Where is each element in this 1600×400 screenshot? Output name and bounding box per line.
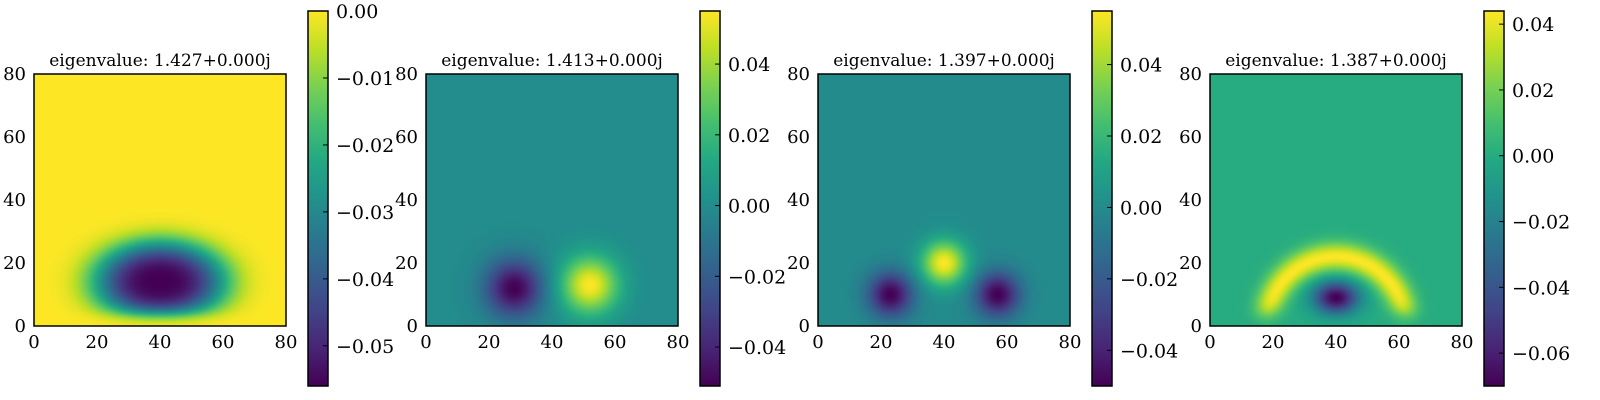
axes-frame — [425, 73, 679, 327]
colorbar-tick-label: 0.00 — [1120, 197, 1162, 219]
colorbar-tick-label: 0.00 — [1512, 146, 1554, 168]
colorbar-tick-label: 0.04 — [728, 54, 770, 76]
y-tick-label: 60 — [3, 127, 26, 148]
colorbar-tick-label: −0.02 — [336, 135, 394, 157]
axes-frame — [817, 73, 1071, 327]
colorbar-tick-label: −0.04 — [728, 337, 786, 359]
y-tick-label: 80 — [1179, 64, 1202, 85]
panel-3: eigenvalue: 1.397+0.000j 0 20 40 60 80 0 20 40 60… — [787, 10, 1178, 387]
x-tick-label: 0 — [420, 332, 431, 353]
colorbar — [1092, 11, 1112, 386]
colorbar — [700, 11, 720, 386]
y-tick-label: 80 — [787, 64, 810, 85]
y-tick-label: 40 — [395, 190, 418, 211]
colorbar-tick-label: 0.02 — [1120, 126, 1162, 148]
colorbar-frame — [307, 10, 329, 387]
y-tick-label: 60 — [787, 127, 810, 148]
y-tick-label: 0 — [407, 316, 418, 337]
colorbar-tick-label: −0.02 — [1512, 212, 1570, 234]
x-tick-label: 40 — [541, 332, 564, 353]
colorbar-tick-label: 0.00 — [336, 1, 378, 23]
panel-title: eigenvalue: 1.413+0.000j — [441, 51, 663, 71]
y-tick-label: 80 — [3, 64, 26, 85]
colorbar-tick-label: −0.02 — [1120, 269, 1178, 291]
panel-title: eigenvalue: 1.387+0.000j — [1225, 51, 1447, 71]
colorbar-frame — [699, 10, 721, 387]
colorbar-tick-label: −0.04 — [1512, 277, 1570, 299]
y-tick-label: 20 — [787, 253, 810, 274]
heatmap-image — [34, 74, 286, 326]
colorbar-tick-label: 0.02 — [1512, 80, 1554, 102]
colorbar-tick-label: −0.04 — [336, 269, 394, 291]
panel-title: eigenvalue: 1.427+0.000j — [49, 51, 271, 71]
y-tick-label: 0 — [1191, 316, 1202, 337]
y-tick-label: 40 — [787, 190, 810, 211]
x-tick-label: 0 — [812, 332, 823, 353]
colorbar-tick-label: 0.04 — [1120, 55, 1162, 77]
axes-frame — [1209, 73, 1463, 327]
y-tick-label: 20 — [3, 253, 26, 274]
x-tick-label: 60 — [604, 332, 627, 353]
panel-4: eigenvalue: 1.387+0.000j 0 20 40 60 80 0 20 40 60… — [1179, 10, 1570, 387]
x-tick-label: 20 — [478, 332, 501, 353]
colorbar-tick-label: −0.03 — [336, 202, 394, 224]
x-tick-label: 80 — [275, 332, 298, 353]
x-tick-label: 20 — [1262, 332, 1285, 353]
colorbar — [308, 11, 328, 386]
x-tick-label: 0 — [28, 332, 39, 353]
x-tick-label: 60 — [996, 332, 1019, 353]
y-tick-label: 80 — [395, 64, 418, 85]
x-tick-label: 60 — [1388, 332, 1411, 353]
heatmap-image — [1210, 74, 1462, 326]
x-tick-label: 20 — [870, 332, 893, 353]
colorbar-tick-label: −0.01 — [336, 68, 394, 90]
colorbar-tick-label: 0.00 — [728, 196, 770, 218]
x-tick-label: 0 — [1204, 332, 1215, 353]
y-tick-label: 60 — [395, 127, 418, 148]
axes-frame — [33, 73, 287, 327]
colorbar-tick-label: −0.04 — [1120, 340, 1178, 362]
heatmap-image — [426, 74, 678, 326]
panel-1: eigenvalue: 1.427+0.000j 0 20 40 60 80 0 20 40 60… — [3, 1, 394, 387]
y-tick-label: 60 — [1179, 127, 1202, 148]
colorbar-tick-label: −0.02 — [728, 266, 786, 288]
y-tick-label: 40 — [3, 190, 26, 211]
x-tick-label: 80 — [1451, 332, 1474, 353]
y-tick-label: 40 — [1179, 190, 1202, 211]
y-tick-label: 0 — [15, 316, 26, 337]
colorbar-frame — [1483, 10, 1505, 387]
colorbar-tick-label: 0.04 — [1512, 14, 1554, 36]
x-tick-label: 20 — [86, 332, 109, 353]
panel-title: eigenvalue: 1.397+0.000j — [833, 51, 1055, 71]
x-tick-label: 40 — [149, 332, 172, 353]
y-tick-label: 0 — [799, 316, 810, 337]
panel-2: eigenvalue: 1.413+0.000j 0 20 40 60 80 0 20 40 60… — [395, 10, 786, 387]
colorbar-tick-label: −0.06 — [1512, 343, 1570, 365]
x-tick-label: 80 — [667, 332, 690, 353]
y-tick-label: 20 — [395, 253, 418, 274]
colorbar-tick-label: 0.02 — [728, 125, 770, 147]
x-tick-label: 60 — [212, 332, 235, 353]
x-tick-label: 80 — [1059, 332, 1082, 353]
y-tick-label: 20 — [1179, 253, 1202, 274]
x-tick-label: 40 — [1325, 332, 1348, 353]
colorbar — [1484, 11, 1504, 386]
x-tick-label: 40 — [933, 332, 956, 353]
colorbar-tick-label: −0.05 — [336, 336, 394, 358]
colorbar-frame — [1091, 10, 1113, 387]
heatmap-image — [818, 74, 1070, 326]
